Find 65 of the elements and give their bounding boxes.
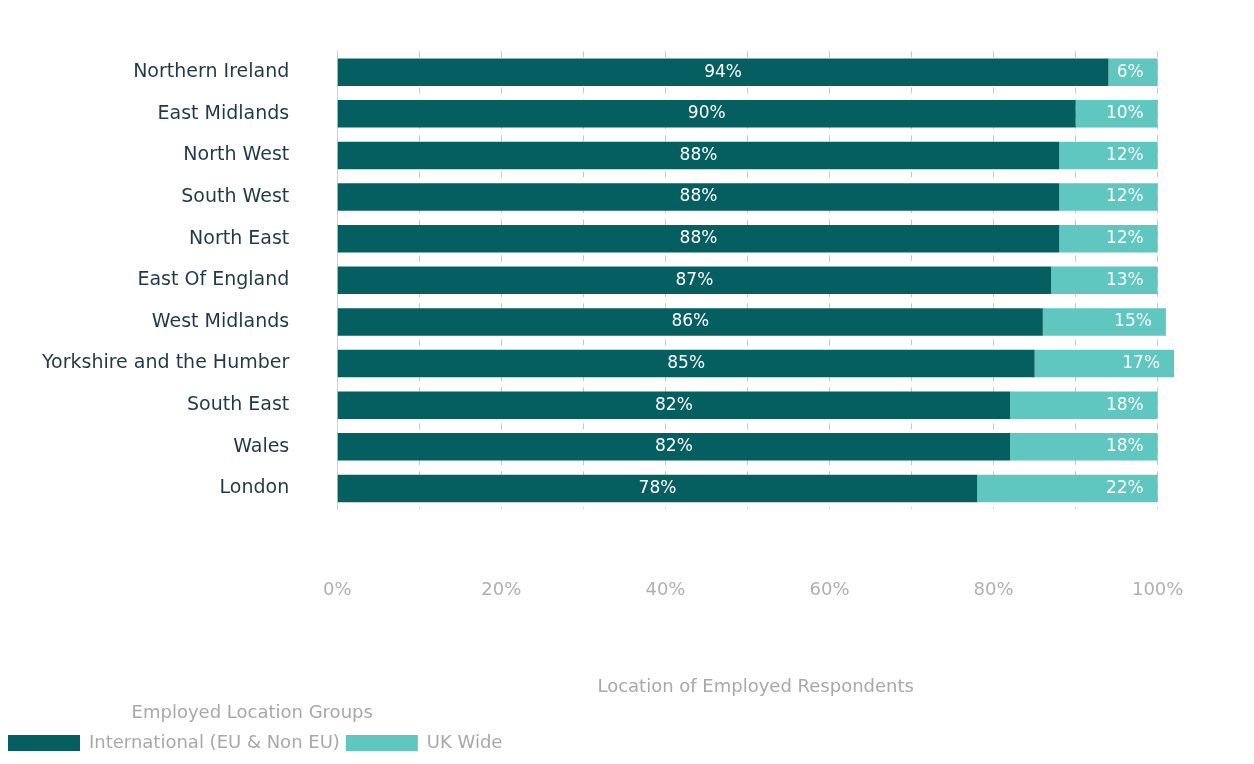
data-label: 78%: [638, 476, 677, 497]
data-label: 86%: [671, 310, 710, 331]
data-label: 88%: [679, 185, 718, 206]
bar: [1059, 183, 1158, 211]
bar: [1010, 391, 1158, 419]
bar: [337, 349, 1035, 378]
y-tick-label: South West: [181, 184, 290, 206]
y-tick-label: South East: [187, 392, 290, 415]
x-tick-label: 60%: [809, 577, 850, 599]
data-label: 6%: [1116, 60, 1144, 81]
bar: [337, 141, 1060, 170]
y-tick-label: West Midlands: [151, 308, 290, 331]
data-label: 88%: [679, 227, 718, 248]
bar: [337, 433, 1011, 461]
bar: [1059, 141, 1158, 170]
y-tick-label: London: [219, 475, 290, 498]
bar: [1108, 58, 1158, 86]
legend-title: Employed Location Groups: [131, 701, 373, 723]
bar: [977, 474, 1158, 503]
bar: [337, 474, 978, 503]
bar: [337, 58, 1109, 86]
x-tick-label: 20%: [481, 577, 522, 599]
bar: [1051, 266, 1158, 295]
data-label: 15%: [1114, 310, 1152, 331]
data-label: 22%: [1105, 476, 1144, 497]
y-tick-label: East Midlands: [157, 100, 290, 123]
bar: [1010, 433, 1158, 461]
y-tick-label: Northern Ireland: [133, 59, 290, 82]
data-label: 18%: [1105, 393, 1144, 414]
bar: [337, 266, 1052, 295]
data-label: 87%: [675, 268, 714, 289]
bar: [1075, 100, 1158, 128]
bar: [337, 391, 1011, 419]
legend-label: International (EU & Non EU): [89, 730, 340, 752]
x-tick-label: 40%: [645, 577, 686, 599]
y-tick-label: East Of England: [137, 267, 290, 290]
data-label: 13%: [1105, 268, 1144, 289]
y-tick-label: North West: [183, 142, 290, 165]
data-label: 12%: [1105, 227, 1144, 248]
y-tick-label: North East: [189, 225, 290, 248]
data-label: 82%: [654, 435, 693, 456]
data-label: 12%: [1105, 143, 1144, 164]
bar: [337, 224, 1060, 253]
x-tick-label: 80%: [973, 577, 1014, 599]
bar: [1034, 349, 1175, 378]
data-label: 82%: [654, 393, 693, 414]
y-tick-label: Yorkshire and the Humber: [40, 350, 290, 373]
data-label: 17%: [1122, 351, 1161, 372]
data-label: 88%: [679, 143, 718, 164]
bar: [337, 183, 1060, 211]
y-tick-label: Wales: [233, 433, 290, 456]
bar: [1059, 224, 1158, 253]
bar: [1042, 308, 1166, 336]
legend-label: UK Wide: [426, 730, 503, 752]
data-label: 10%: [1105, 102, 1144, 123]
x-tick-label: 100%: [1131, 577, 1184, 599]
data-label: 18%: [1105, 435, 1144, 456]
data-label: 85%: [667, 351, 706, 372]
data-label: 90%: [687, 102, 726, 123]
data-label: 94%: [704, 60, 743, 81]
bar: [337, 100, 1076, 128]
bar: [337, 308, 1043, 336]
x-tick-label: 0%: [322, 577, 352, 599]
x-axis-title: Location of Employed Respondents: [597, 675, 914, 697]
data-label: 12%: [1105, 185, 1144, 206]
